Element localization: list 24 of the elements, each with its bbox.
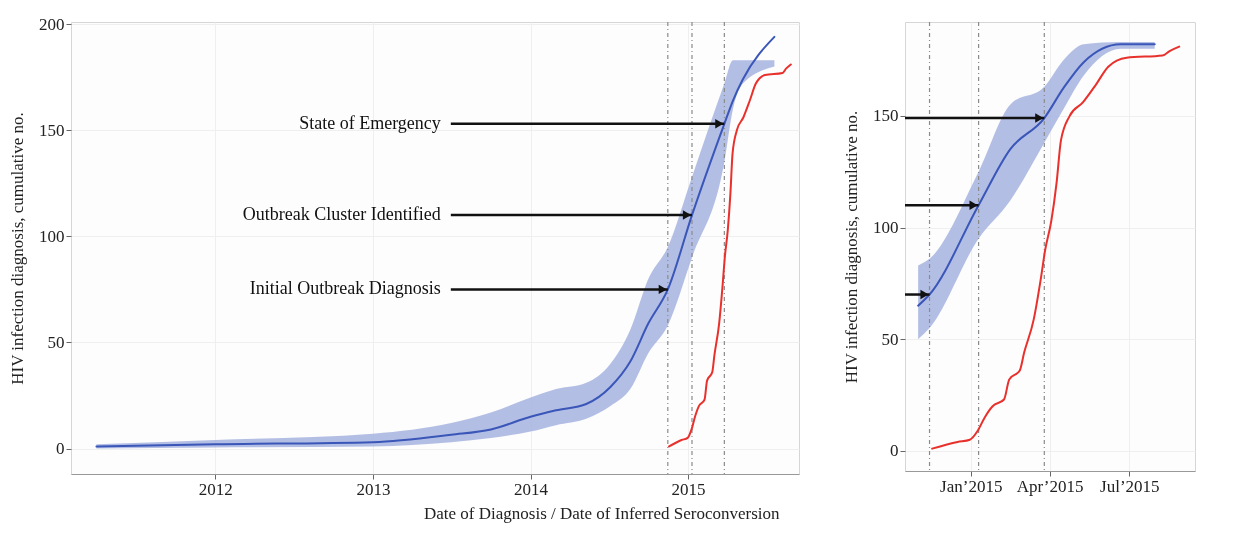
- y-tick-label: 150: [873, 106, 899, 126]
- y-tick-label: 200: [39, 14, 65, 34]
- x-tick-label: Jul’2015: [1100, 476, 1160, 496]
- y-axis-title: HIV infection diagnosis, cumulative no.: [8, 112, 27, 385]
- x-tick-label: Apr’2015: [1016, 476, 1084, 496]
- y-tick-label: 50: [47, 332, 65, 352]
- line-series: [668, 63, 792, 448]
- annotation: State of Emergency: [299, 112, 441, 133]
- x-tick-label: 2013: [356, 479, 391, 499]
- y-tick-label: 150: [39, 120, 65, 140]
- y-tick-label: 0: [56, 439, 65, 459]
- annotation: Outbreak Cluster Identified: [242, 204, 441, 225]
- y-tick-label: 0: [890, 441, 899, 461]
- y-tick-label: 100: [873, 218, 899, 238]
- y-axis-title: HIV infection diagnosis, cumulative no.: [842, 110, 861, 384]
- x-tick-label: 2015: [671, 479, 706, 499]
- annotation: Initial Outbreak Diagnosis: [249, 278, 441, 299]
- x-tick-label: Jan’2015: [940, 476, 1003, 496]
- x-tick-label: 2014: [514, 479, 549, 499]
- x-tick-label: 2012: [198, 479, 233, 499]
- y-tick-label: 100: [39, 226, 65, 246]
- y-tick-label: 50: [881, 329, 899, 349]
- line-series: [931, 45, 1181, 450]
- x-axis-title: Date of Diagnosis / Date of Inferred Seroconversion: [424, 503, 780, 523]
